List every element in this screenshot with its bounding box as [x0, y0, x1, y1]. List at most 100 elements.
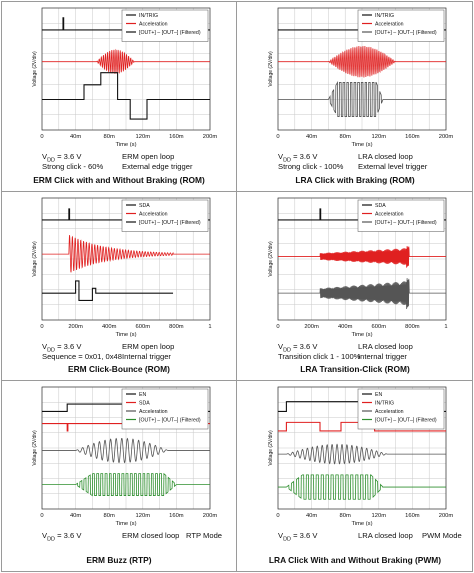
series-line-1 [278, 208, 446, 221]
x-tick-label: 200m [68, 324, 83, 330]
caption-right-2: External edge trigger [122, 162, 193, 171]
legend-label: EN [139, 392, 146, 398]
legend-box [121, 9, 209, 42]
x-tick-label: 160m [405, 134, 420, 140]
x-axis-label: Time (s) [115, 521, 136, 527]
caption-right-1: LRA closed loop [358, 531, 413, 540]
x-tick-label: 200m [203, 513, 218, 519]
plot-frame [277, 197, 447, 321]
plot-frame [41, 197, 211, 321]
chart-panel-6: EN IN/TRIG Acceleration [OUT+] – [OUT–] (Fi… [238, 381, 472, 571]
y-axis-label: Voltage (2V/div) [32, 430, 38, 466]
x-axis-label: Time (s) [351, 521, 372, 527]
y-axis-label: Voltage (2V/div) [32, 241, 38, 277]
row-divider-1 [1, 191, 473, 192]
caption-left-2: Strong click - 60% [42, 162, 104, 171]
chart-title: LRA Click with Braking (ROM) [295, 175, 415, 185]
chart-title: LRA Click With and Without Braking (PWM) [268, 555, 442, 565]
y-axis-label: Voltage (2V/div) [32, 51, 38, 87]
caption-vdd: VDD = 3.6 V [278, 152, 318, 164]
legend-box [357, 9, 445, 42]
caption-right-1: LRA closed loop [358, 342, 413, 351]
legend-label: [OUT+] – [OUT–] (Filtered) [139, 30, 201, 36]
chart-svg: SDA Acceleration [OUT+] – [OUT–] (Filtered… [268, 197, 448, 338]
chart-title: ERM Buzz (RTP) [86, 555, 152, 565]
caption-vdd: VDD = 3.6 V [278, 531, 318, 543]
plot-frame [277, 7, 447, 131]
legend-label: [OUT+] – [OUT–] (Filtered) [375, 220, 437, 226]
row-divider-2 [1, 380, 473, 381]
x-tick-label: 40m [306, 513, 317, 519]
x-tick-label: 200m [439, 134, 454, 140]
legend-label: SDA [375, 203, 386, 209]
legend-label: Acceleration [375, 212, 404, 218]
x-tick-label: 40m [70, 134, 81, 140]
legend-box [121, 199, 209, 232]
x-tick-label: 200m [439, 513, 454, 519]
legend: SDA Acceleration [OUT+] – [OUT–] (Filtered… [357, 199, 445, 232]
y-axis-label: Voltage (2V/div) [268, 241, 274, 277]
x-axis-label: Time (s) [115, 142, 136, 148]
series-line-1 [42, 208, 210, 221]
chart-panel-5: EN SDA Acceleration [OUT+] – [OUT–] (Filter… [2, 381, 236, 571]
x-tick-label: 160m [169, 513, 184, 519]
legend-label: [OUT+] – [OUT–] (Filtered) [375, 30, 437, 36]
caption-right-1: ERM open loop [122, 342, 175, 351]
caption-vdd: VDD = 3.6 V [278, 342, 318, 354]
x-tick-label: 120m [372, 134, 387, 140]
legend-label: Acceleration [375, 409, 404, 415]
x-tick-label: 80m [104, 134, 115, 140]
chart-svg: IN/TRIG Acceleration [OUT+] – [OUT–] (Filt… [32, 7, 218, 148]
x-tick-label: 80m [340, 134, 351, 140]
caption-right-1: LRA closed loop [358, 152, 413, 161]
plot-frame [277, 386, 447, 510]
chart-svg: SDA Acceleration [OUT+] – [OUT–] (Filtered… [32, 197, 212, 338]
caption-left-2: Sequence = 0x01, 0x48 [42, 352, 123, 361]
x-axis-label: Time (s) [115, 332, 136, 338]
x-tick-label: 80m [340, 513, 351, 519]
x-tick-label: 800m [169, 324, 184, 330]
legend-box [357, 388, 445, 430]
legend-label: [OUT+] – [OUT–] (Filtered) [139, 220, 201, 226]
legend-label: Acceleration [139, 22, 168, 28]
x-tick-label: 160m [169, 134, 184, 140]
caption-right-2: Internal trigger [122, 352, 171, 361]
legend: IN/TRIG Acceleration [OUT+] – [OUT–] (Filt… [357, 9, 445, 42]
x-tick-label: 800m [405, 324, 420, 330]
caption-right-1: ERM open loop [122, 152, 175, 161]
legend: EN SDA Acceleration [OUT+] – [OUT–] (Filter… [121, 388, 209, 430]
legend: IN/TRIG Acceleration [OUT+] – [OUT–] (Filt… [121, 9, 209, 42]
column-divider [236, 1, 237, 572]
x-axis-label: Time (s) [351, 142, 372, 148]
x-tick-label: 600m [372, 324, 387, 330]
x-tick-label: 200m [203, 134, 218, 140]
x-tick-label: 0 [40, 513, 43, 519]
legend-label: IN/TRIG [375, 13, 394, 19]
caption-right-1: ERM closed loop [122, 531, 180, 540]
caption-vdd: VDD = 3.6 V [42, 531, 82, 543]
chart-title: ERM Click-Bounce (ROM) [68, 364, 170, 374]
chart-svg: EN SDA Acceleration [OUT+] – [OUT–] (Filter… [32, 386, 218, 527]
legend-box [357, 199, 445, 232]
x-tick-label: 200m [304, 324, 319, 330]
series-line-2 [42, 48, 210, 74]
legend-label: Acceleration [375, 22, 404, 28]
series-line-3 [278, 443, 446, 465]
series-line-2 [42, 234, 210, 273]
x-tick-label: 0 [276, 513, 279, 519]
chart-panel-1: IN/TRIG Acceleration [OUT+] – [OUT–] (Filt… [2, 2, 236, 191]
caption-left-2: Transition click 1 - 100% [278, 352, 361, 361]
series-line-1 [42, 17, 210, 31]
x-tick-label: 40m [70, 513, 81, 519]
chart-title: LRA Transition-Click (ROM) [300, 364, 410, 374]
series-line-3 [42, 437, 210, 464]
x-tick-label: 600m [136, 324, 151, 330]
legend-box [121, 388, 209, 430]
y-axis-label: Voltage (2V/div) [268, 430, 274, 466]
caption-right-2: External level trigger [358, 162, 428, 171]
x-tick-label: 0 [276, 324, 279, 330]
series-line-4 [278, 474, 446, 500]
caption-right-2: Internal trigger [358, 352, 407, 361]
x-tick-label: 80m [104, 513, 115, 519]
